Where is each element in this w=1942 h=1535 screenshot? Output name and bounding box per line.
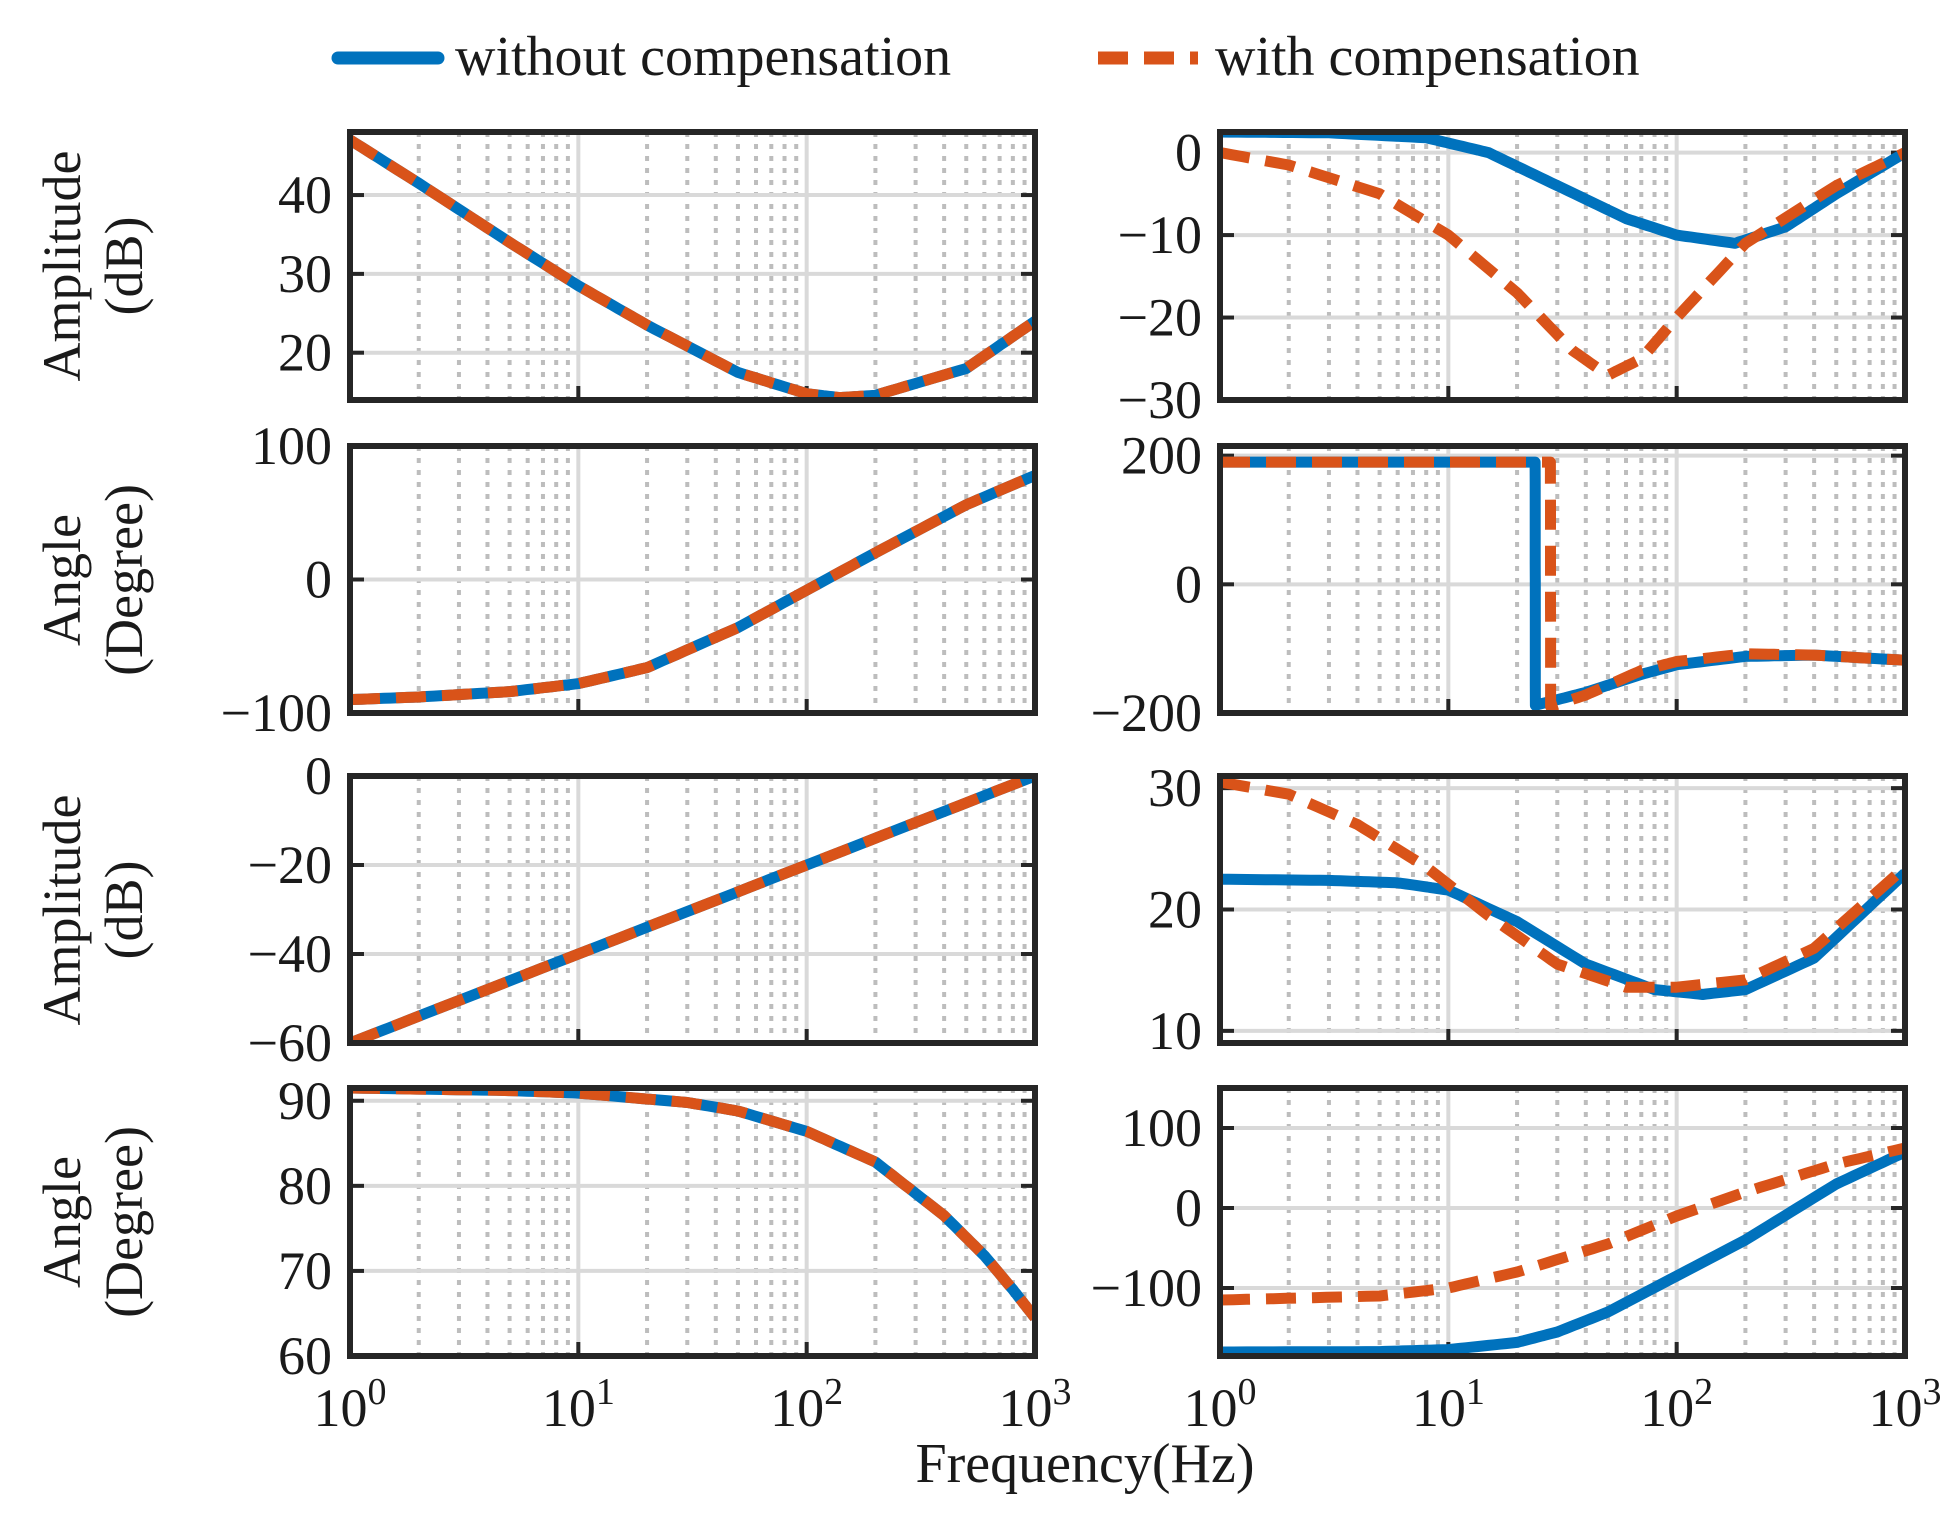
series-group — [1220, 456, 1905, 713]
y-tick-label: 100 — [1121, 1098, 1202, 1158]
legend: without compensation with compensation — [331, 26, 1640, 88]
series-line-without-compensation — [1220, 1147, 1905, 1356]
x-tick-label: 102 — [770, 1371, 843, 1438]
y-tick-label: −10 — [1118, 205, 1202, 265]
series-group — [350, 1088, 1035, 1322]
y-tick-label: −200 — [1091, 683, 1202, 743]
y-tick-label: −20 — [248, 835, 332, 895]
series-group — [1220, 1142, 1905, 1356]
y-tick-label: 0 — [1175, 554, 1202, 614]
row-label-0-line2: (dB) — [94, 217, 154, 316]
series-line-with-compensation — [1220, 147, 1905, 381]
row-label-0: Amplitude (dB) — [32, 151, 154, 382]
y-tick-label: 10 — [1148, 1001, 1202, 1061]
y-tick-label: 20 — [1148, 880, 1202, 940]
y-tick-label: −30 — [1118, 370, 1202, 430]
row-labels: Amplitude (dB) Angle (Degree) Amplitude … — [32, 151, 154, 1318]
y-tick-label: 20 — [278, 323, 332, 383]
y-tick-label: 0 — [1175, 1178, 1202, 1238]
row-label-2-line2: (dB) — [94, 861, 154, 960]
axes-frame — [1217, 129, 1908, 403]
y-tick-label: 0 — [305, 746, 332, 806]
x-tick-label: 100 — [1184, 1371, 1257, 1438]
series-group — [350, 470, 1035, 706]
series-group — [350, 135, 1035, 400]
y-tick-label: −20 — [1118, 288, 1202, 348]
series-line-without-compensation — [1220, 869, 1905, 1000]
y-tick-label: 90 — [278, 1071, 332, 1131]
row-label-1: Angle (Degree) — [32, 484, 154, 676]
y-tick-label: −100 — [1091, 1258, 1202, 1318]
y-tick-label: −40 — [248, 924, 332, 984]
y-tick-label: −60 — [248, 1013, 332, 1073]
series-group — [1220, 776, 1905, 1000]
series-line-with-compensation — [350, 470, 1035, 706]
x-tick-label: 102 — [1640, 1371, 1713, 1438]
y-tick-label: 70 — [278, 1241, 332, 1301]
x-tick-label: 103 — [999, 1371, 1072, 1438]
series-line-without-compensation — [350, 135, 1035, 400]
x-axis-label: Frequency(Hz) — [916, 1433, 1255, 1495]
axes-frame — [347, 443, 1038, 716]
y-tick-label: 30 — [1148, 758, 1202, 818]
panel-1-1: −200 0 200 — [1091, 426, 1908, 743]
row-label-3-line2: (Degree) — [94, 1126, 154, 1318]
x-tick-label: 101 — [1412, 1371, 1485, 1438]
series-group — [350, 776, 1035, 1043]
legend-label-without: without compensation — [455, 26, 951, 88]
panel-2-0: −60 −40 −20 0 — [248, 746, 1038, 1073]
panel-1-0: −100 0 100 — [221, 416, 1038, 743]
series-group — [1220, 132, 1905, 381]
panel-0-1: −30 −20 −10 0 — [1118, 123, 1908, 430]
y-tick-label: 100 — [251, 416, 332, 476]
row-label-3-line1: Angle — [32, 1156, 92, 1288]
series-line-with-compensation — [1220, 1142, 1905, 1306]
y-tick-label: 40 — [278, 165, 332, 225]
series-line-with-compensation — [1220, 456, 1905, 713]
axes-frame — [347, 129, 1038, 403]
row-label-1-line1: Angle — [32, 514, 92, 646]
panel-3-0: 60 70 80 90 100 101 102 103 — [278, 1071, 1072, 1438]
x-tick-label: 103 — [1869, 1371, 1942, 1438]
y-tick-label: 0 — [1175, 123, 1202, 183]
axes-frame — [1217, 1085, 1908, 1359]
axes-frame — [347, 773, 1038, 1046]
row-label-0-line1: Amplitude — [32, 151, 92, 382]
x-tick-label: 100 — [314, 1371, 387, 1438]
row-label-3: Angle (Degree) — [32, 1126, 154, 1318]
series-line-without-compensation — [1220, 132, 1905, 249]
panel-3-1: −100 0 100 100 101 102 103 — [1091, 1085, 1942, 1438]
y-tick-label: 80 — [278, 1156, 332, 1216]
y-tick-label: 60 — [278, 1326, 332, 1386]
x-tick-label: 101 — [542, 1371, 615, 1438]
series-line-with-compensation — [350, 1088, 1035, 1322]
row-label-2-line1: Amplitude — [32, 795, 92, 1026]
row-label-2: Amplitude (dB) — [32, 795, 154, 1026]
y-tick-label: 0 — [305, 550, 332, 610]
panel-0-0: 20 30 40 — [278, 129, 1038, 403]
axes-frame — [1217, 773, 1908, 1046]
series-line-with-compensation — [350, 776, 1035, 1043]
y-tick-label: 30 — [278, 244, 332, 304]
y-tick-label: −100 — [221, 683, 332, 743]
y-tick-label: 200 — [1121, 426, 1202, 486]
axes-frame — [347, 1085, 1038, 1359]
axes-frame — [1217, 443, 1908, 716]
panel-2-1: 10 20 30 — [1148, 758, 1908, 1061]
legend-label-with: with compensation — [1215, 26, 1640, 88]
series-line-with-compensation — [350, 135, 1035, 400]
series-line-without-compensation — [350, 470, 1035, 706]
series-line-with-compensation — [1220, 776, 1905, 993]
row-label-1-line2: (Degree) — [94, 484, 154, 676]
